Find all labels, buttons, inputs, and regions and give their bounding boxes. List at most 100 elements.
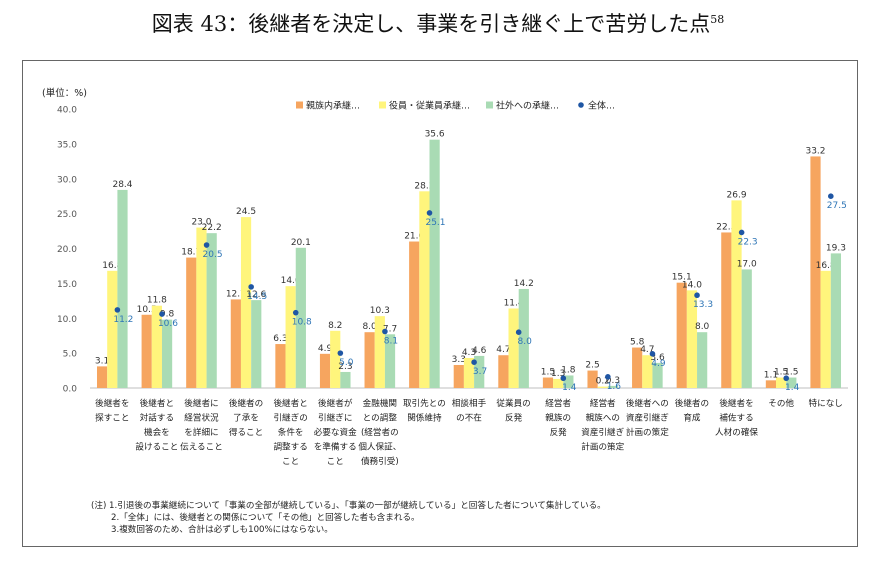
bar-value-label: 19.3 xyxy=(826,243,846,253)
bar-value-label: 4.6 xyxy=(472,346,487,356)
bar xyxy=(765,380,777,388)
x-category-label: 関係維持 xyxy=(407,412,442,424)
x-category-label: 了承を xyxy=(233,413,259,424)
bar xyxy=(830,253,842,388)
overall-value-label: 14.5 xyxy=(247,292,267,302)
x-category-label: 計画の策定 xyxy=(626,426,669,438)
bar xyxy=(508,308,519,388)
bar-value-label: 4.7 xyxy=(640,345,654,355)
x-category-label: 後継者を xyxy=(95,397,129,409)
bar-value-label: 0.2 xyxy=(596,377,610,387)
overall-marker xyxy=(605,374,611,380)
x-category-label: 後継者に xyxy=(184,397,218,409)
overall-value-label: 1.4 xyxy=(562,383,577,393)
x-category-label: 必要な資金 xyxy=(314,426,357,438)
bar-value-label: 2.5 xyxy=(585,361,599,371)
x-category-label: 個人保証、 xyxy=(358,441,401,453)
bar xyxy=(731,200,742,388)
bar-value-label: 3.3 xyxy=(452,355,466,365)
legend-swatch xyxy=(296,101,303,109)
bar-value-label: 8.2 xyxy=(328,321,342,331)
bar xyxy=(429,139,440,388)
x-category-label: こと xyxy=(327,456,344,467)
y-tick-label: 40.0 xyxy=(57,106,77,116)
bar xyxy=(240,217,252,388)
bar-value-label: 4.7 xyxy=(496,345,510,355)
overall-marker xyxy=(292,309,299,316)
bar xyxy=(642,355,653,388)
bar xyxy=(820,270,831,388)
bar xyxy=(419,191,430,388)
y-tick-label: 5.0 xyxy=(63,350,78,360)
overall-value-label: 4.9 xyxy=(651,359,666,369)
x-category-label: 反発 xyxy=(505,412,523,424)
x-category-label: 親族の xyxy=(545,412,571,424)
bar xyxy=(721,232,732,388)
bar xyxy=(141,314,152,388)
x-category-label: を準備する xyxy=(314,441,357,453)
overall-marker xyxy=(783,375,790,382)
x-category-label: 得ること xyxy=(229,426,263,438)
legend-swatch xyxy=(486,101,493,109)
bar xyxy=(453,364,464,388)
y-tick-label: 35.0 xyxy=(57,140,77,150)
bar-value-label: 23.0 xyxy=(191,218,211,228)
bar-value-label: 14.6 xyxy=(281,276,301,286)
legend-swatch xyxy=(379,101,386,109)
bar xyxy=(697,332,708,388)
overall-value-label: 11.2 xyxy=(113,315,133,325)
bar xyxy=(597,386,608,388)
y-tick-label: 25.0 xyxy=(57,210,77,220)
bar xyxy=(776,377,787,388)
bar-value-label: 20.1 xyxy=(291,238,311,248)
bar xyxy=(741,269,752,388)
bar xyxy=(632,347,643,388)
overall-marker xyxy=(694,292,700,299)
bar-value-label: 3.1 xyxy=(95,356,109,366)
x-category-label: 後継者の xyxy=(229,397,263,409)
overall-marker xyxy=(649,351,656,357)
bar-value-label: 14.0 xyxy=(682,280,702,290)
overall-value-label: 25.1 xyxy=(425,218,445,228)
bar-value-label: 9.8 xyxy=(160,310,175,320)
chart-title: 図表 43：後継者を決定し、事業を引き継ぐ上で苦労した点58 xyxy=(151,12,725,36)
x-category-label: 反発 xyxy=(550,426,568,438)
overall-marker xyxy=(738,229,745,236)
bar xyxy=(587,370,598,388)
overall-marker xyxy=(426,210,433,216)
bar-value-label: 22.3 xyxy=(716,222,736,232)
x-category-label: 後継者の xyxy=(675,397,709,409)
bar xyxy=(295,247,306,388)
x-category-label: 対話する xyxy=(140,412,174,424)
note-2: 2.「全体」には、後継者との関係について「その他」と回答した者も含まれる。 xyxy=(111,513,420,523)
bar-value-label: 28.2 xyxy=(414,181,434,191)
x-category-label: の不在 xyxy=(456,412,482,424)
bar-value-label: 18.7 xyxy=(181,248,201,258)
x-category-label: 伝えること xyxy=(180,442,223,453)
overall-marker xyxy=(828,193,834,199)
chart-notes: (注) 1.引退後の事業継続について「事業の全部が継続している」、「事業の一部が… xyxy=(91,500,606,536)
x-category-label: 探すこと xyxy=(95,412,129,424)
overall-marker xyxy=(515,329,522,336)
x-category-label: 経営者 xyxy=(590,397,616,409)
overall-value-label: 1.6 xyxy=(607,382,622,392)
bar-value-label: 16.8 xyxy=(102,261,122,271)
x-category-label: 親族への xyxy=(586,412,620,424)
y-tick-label: 10.0 xyxy=(57,315,77,325)
overall-marker xyxy=(471,359,477,365)
bar-value-label: 7.7 xyxy=(383,324,397,334)
bar-value-label: 11.4 xyxy=(504,298,524,308)
bar-value-label: 28.4 xyxy=(112,180,132,190)
bar-value-label: 1.1 xyxy=(764,370,778,380)
overall-value-label: 3.7 xyxy=(473,367,487,377)
y-tick-label: 20.0 xyxy=(57,245,77,255)
bar-value-label: 2.3 xyxy=(338,362,352,372)
bar xyxy=(117,189,128,388)
bar-value-label: 8.0 xyxy=(695,322,710,332)
y-tick-label: 0.0 xyxy=(63,385,78,395)
bar-value-label: 21.0 xyxy=(404,232,424,242)
x-category-label: (経営者の xyxy=(361,426,399,438)
bar xyxy=(384,334,396,388)
bar-value-label: 0.3 xyxy=(606,376,620,386)
